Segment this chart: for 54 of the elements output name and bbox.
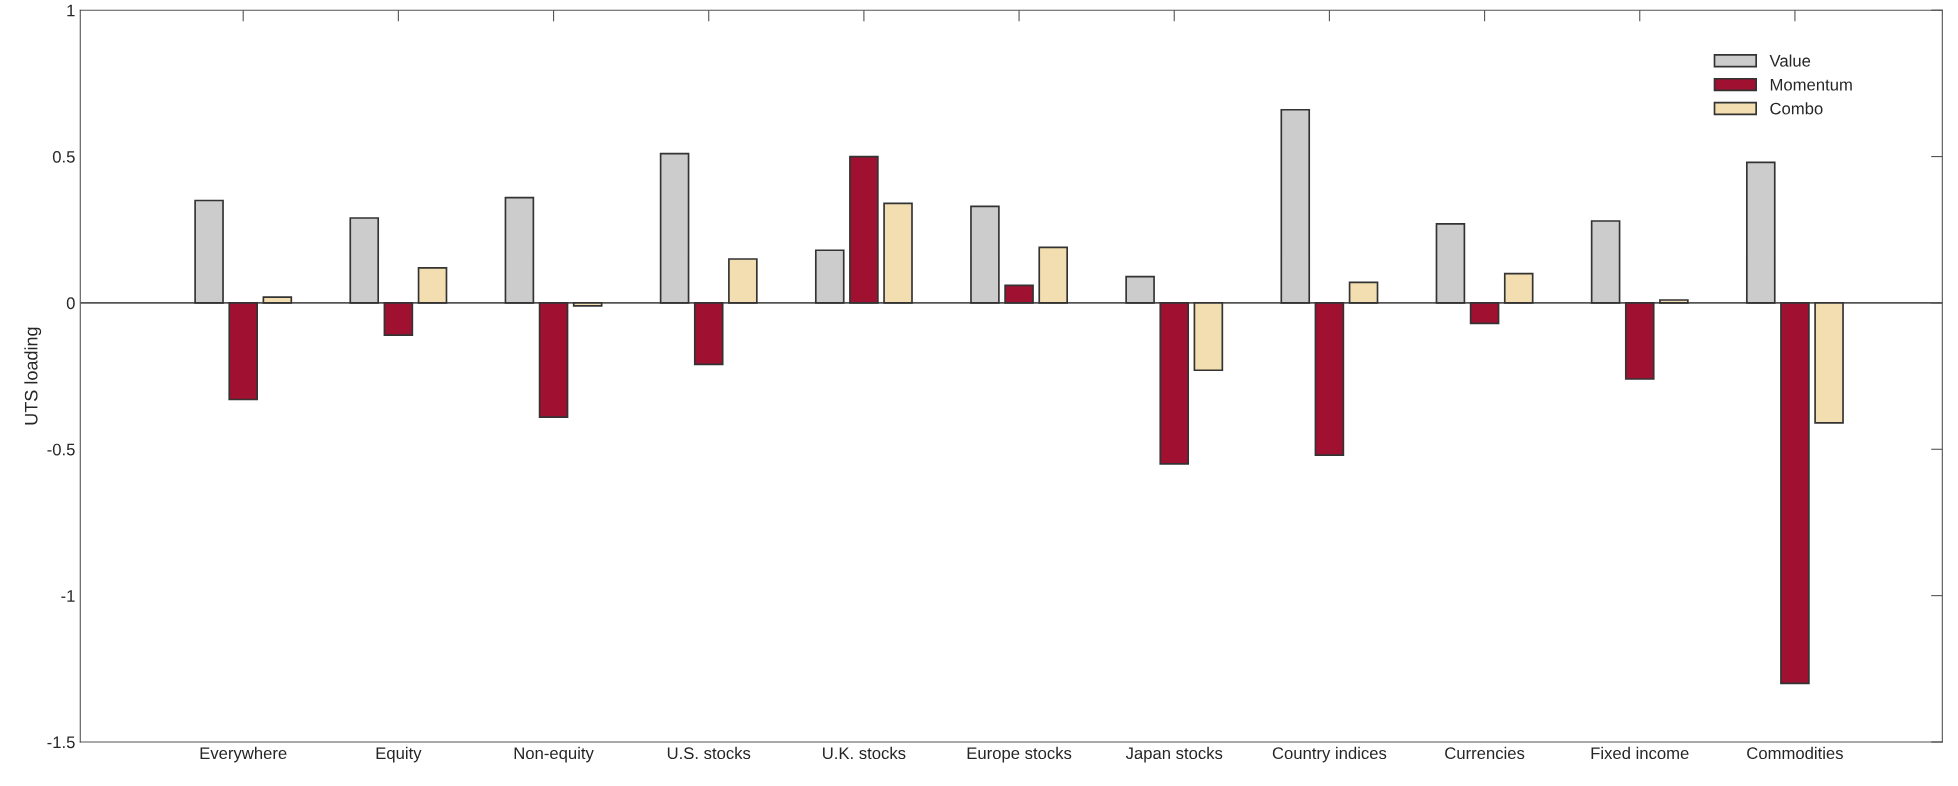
bar [1590,220,1621,304]
bar [1004,284,1034,304]
bar [194,199,224,304]
bar [883,202,913,304]
bar [383,302,414,336]
bar [538,302,569,418]
bar [262,296,293,304]
bar [659,152,690,304]
bar [1435,223,1466,304]
bar [1469,302,1500,325]
bar [1314,302,1345,456]
x-tick-label: Europe stocks [967,746,1072,763]
bar [970,205,1000,304]
bar [1503,272,1534,304]
legend-label: Momentum [1770,78,1852,91]
legend-label: Combo [1770,102,1823,115]
x-tick-label: Fixed income [1591,746,1689,760]
x-tick-label: Commodities [1747,746,1843,760]
y-tick-label: -0.5 [47,443,75,456]
bar [1193,302,1224,372]
y-tick-label: -1.5 [47,736,75,749]
x-tick-label: Country indices [1272,746,1387,763]
bar [849,155,879,304]
x-tick-label: Equity [376,746,422,763]
bar [1125,275,1155,304]
x-tick-label: Everywhere [200,746,287,763]
x-tick-label: U.K. stocks [823,746,906,760]
bar [417,266,448,304]
bar [728,258,758,304]
y-axis-title: UTS loading [24,327,42,425]
bar [693,302,724,366]
bar [1280,108,1311,304]
x-tick-label: Currencies [1445,746,1525,760]
bar [1348,281,1379,304]
bar [1624,302,1655,380]
legend-label: Value [1769,54,1811,67]
bar [228,302,259,401]
bar [504,196,535,304]
bar [1780,302,1810,685]
bar [814,249,845,304]
y-tick-label: 0.5 [52,150,75,163]
y-tick-label: -1 [61,590,75,602]
x-tick-label: Japan stocks [1125,746,1223,763]
bar [1159,302,1190,465]
bar [572,302,603,307]
bar [1038,246,1069,304]
x-tick-label: U.S. stocks [667,746,751,760]
bar [349,217,380,304]
bar [1659,299,1689,304]
y-tick-label: 1 [67,4,75,17]
y-tick-label: 0 [66,297,75,310]
bar [1745,161,1776,304]
bar [1814,302,1844,424]
x-tick-label: Non-equity [514,746,594,763]
